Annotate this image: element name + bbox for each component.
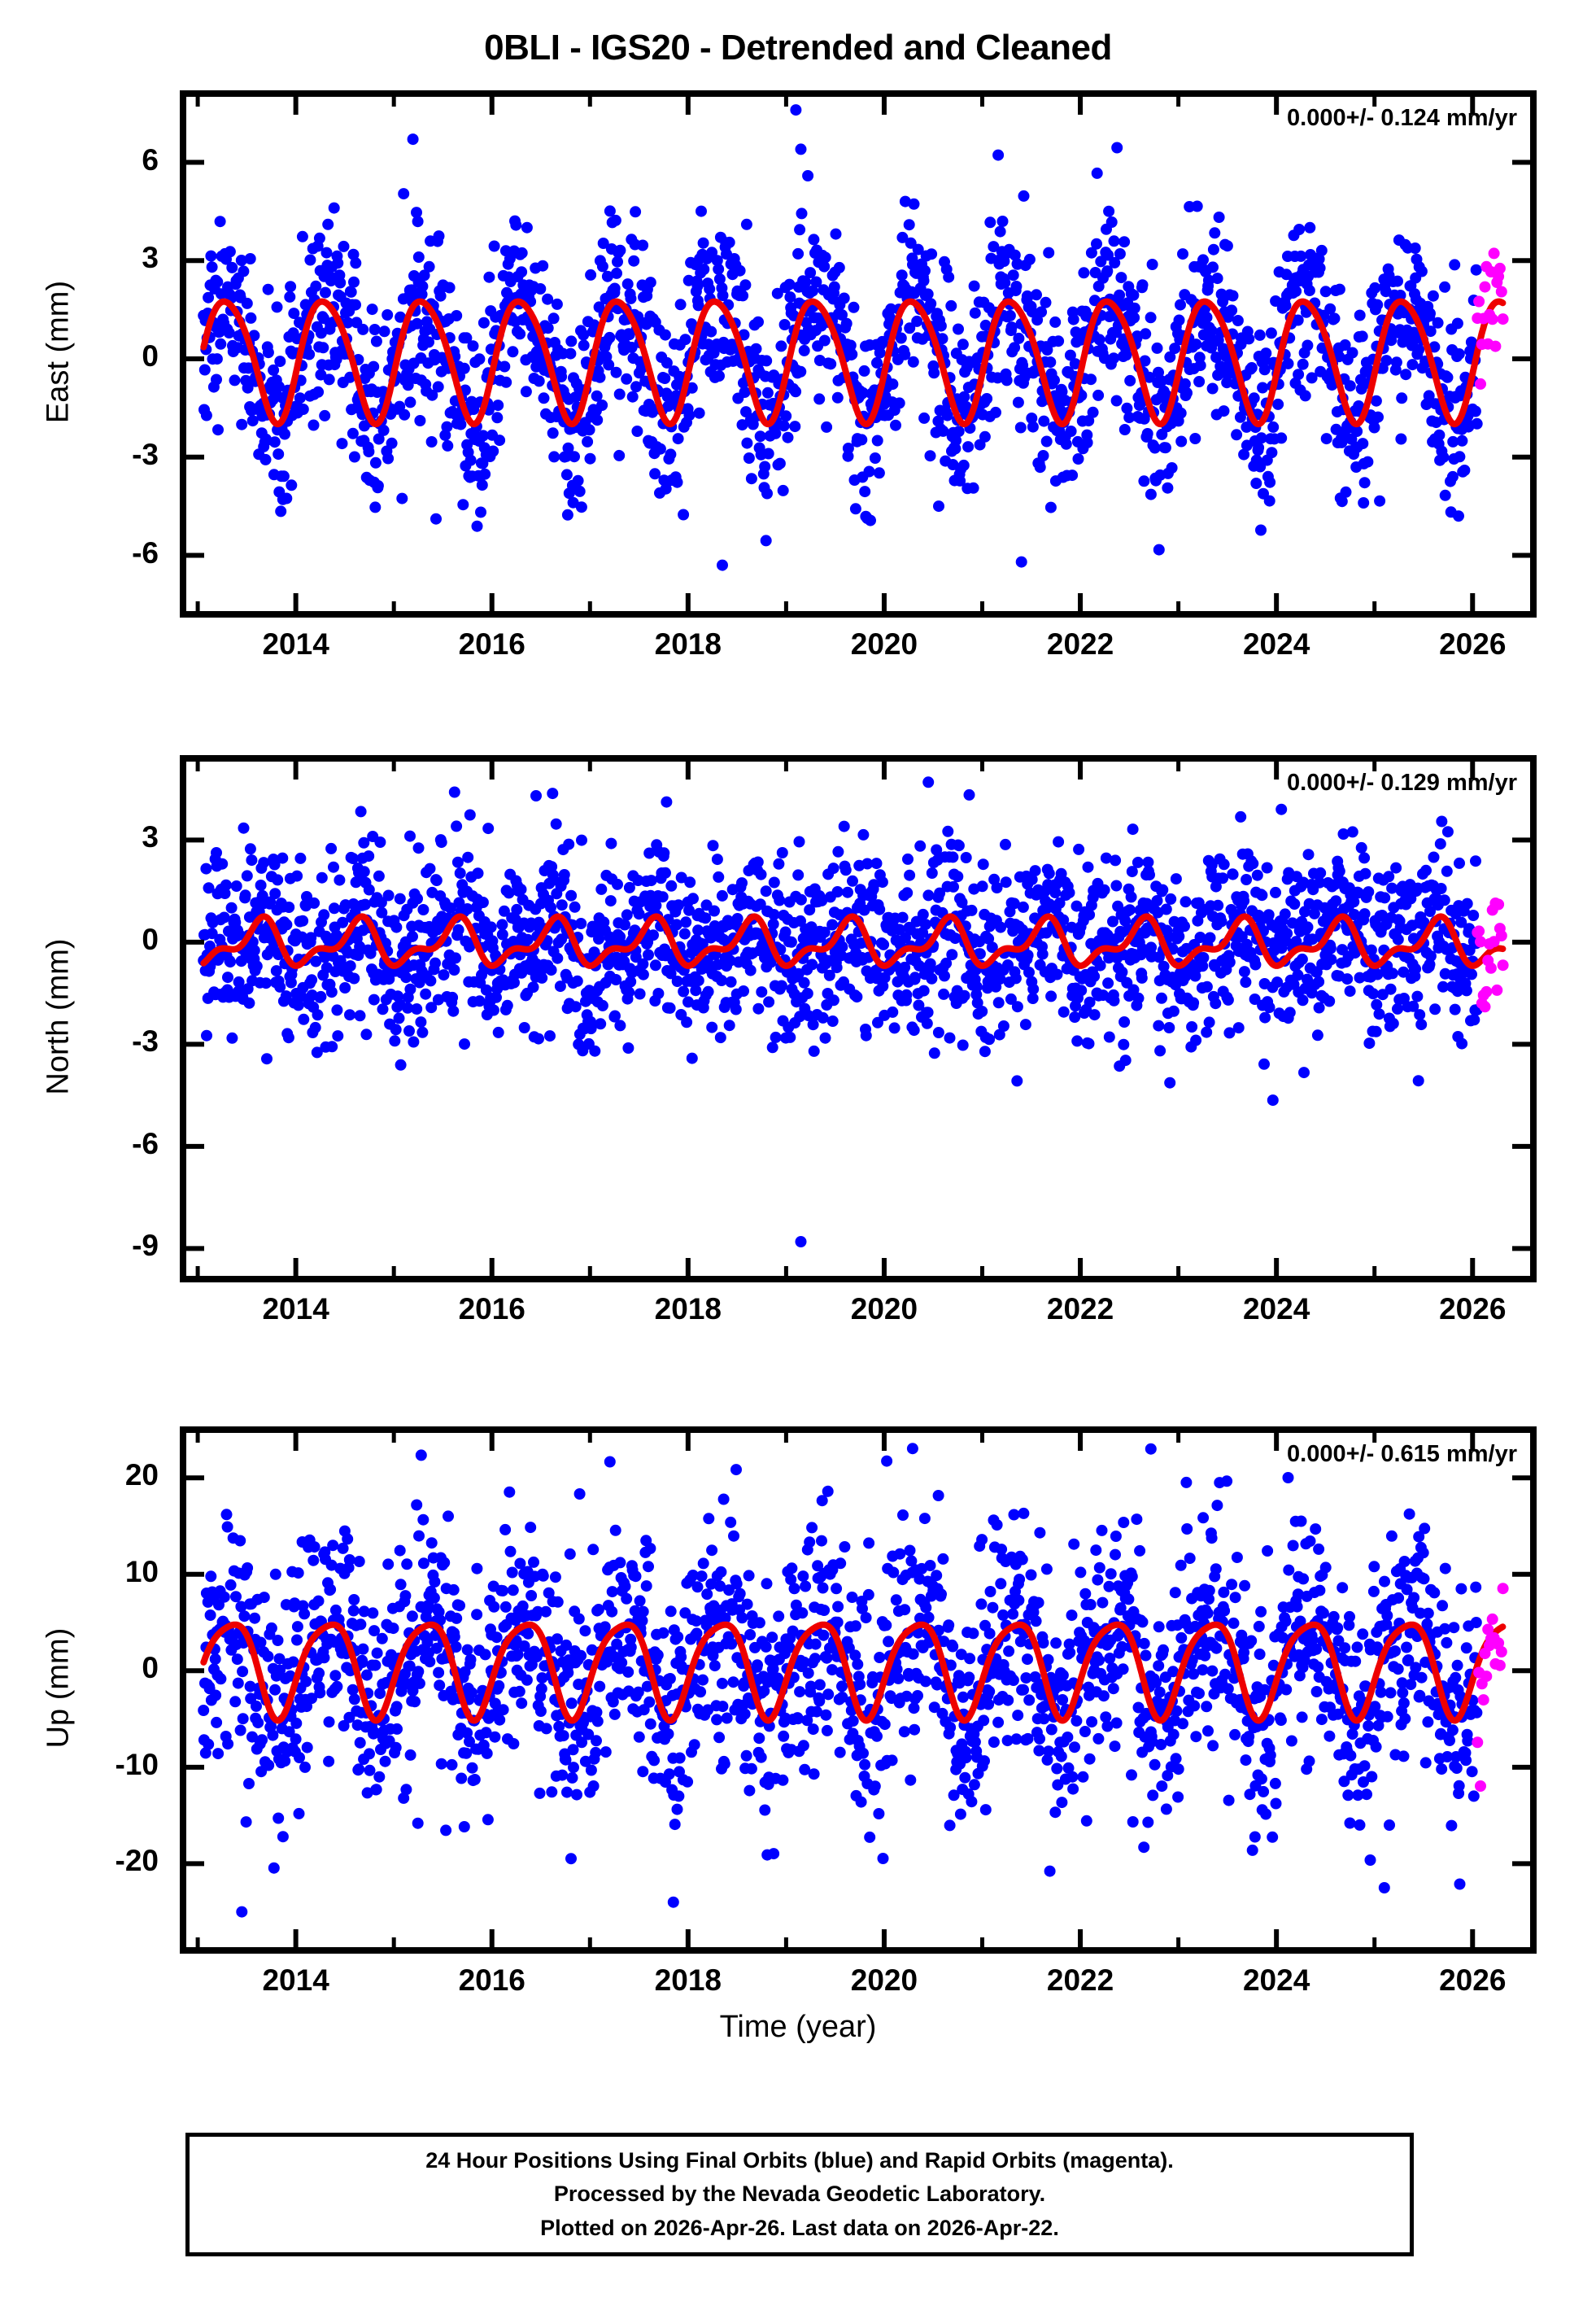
x-tick-label: 2024 (1242, 1292, 1310, 1326)
y-tick-label: -6 (132, 1126, 159, 1160)
y-tick-label: -10 (115, 1747, 159, 1781)
axis-frame-north (180, 755, 1537, 1282)
data-layer-north (198, 776, 1509, 1248)
y-axis-label-east: East (mm) (41, 280, 76, 424)
data-layer-up (198, 1443, 1509, 1918)
axis-frame-up (180, 1426, 1537, 1954)
data-layer-east (198, 104, 1509, 614)
x-tick-label: 2016 (458, 1292, 525, 1326)
x-tick-label: 2022 (1046, 1963, 1114, 1997)
final-orbits-scatter (198, 776, 1483, 1248)
x-tick-label: 2022 (1046, 1292, 1114, 1326)
y-tick-label: 0 (142, 339, 159, 373)
final-orbits-scatter (198, 1443, 1483, 1918)
x-tick-label: 2018 (654, 627, 722, 661)
x-tick-label: 2014 (262, 627, 329, 661)
caption-line-3: Plotted on 2026-Apr-26. Last data on 202… (540, 2215, 1059, 2240)
y-tick-label: 3 (142, 820, 159, 854)
rapid-orbits-scatter (1472, 1583, 1509, 1792)
page-title: 0BLI - IGS20 - Detrended and Cleaned (484, 28, 1112, 68)
y-tick-label: 20 (124, 1458, 159, 1492)
rapid-orbits-scatter (1472, 247, 1509, 390)
seasonal-model-line (200, 1621, 1507, 1724)
caption-line-1: 24 Hour Positions Using Final Orbits (bl… (425, 2148, 1174, 2173)
y-tick-label: -3 (132, 437, 159, 471)
caption-box: 24 Hour Positions Using Final Orbits (bl… (185, 2133, 1414, 2256)
y-tick-label: 6 (142, 142, 159, 177)
x-tick-label: 2022 (1046, 627, 1114, 661)
x-tick-label: 2024 (1242, 1963, 1310, 1997)
y-tick-label: -6 (132, 535, 159, 570)
y-tick-label: -20 (115, 1844, 159, 1878)
rate-annotation-up: 0.000+/- 0.615 mm/yr (1287, 1441, 1517, 1467)
x-tick-label: 2014 (262, 1963, 329, 1997)
y-tick-label: -9 (132, 1229, 159, 1263)
y-tick-label: 10 (124, 1554, 159, 1588)
seasonal-model-line (200, 298, 1507, 428)
x-tick-label: 2026 (1439, 627, 1507, 661)
x-tick-label: 2024 (1242, 627, 1310, 661)
x-axis-label: Time (year) (719, 2010, 877, 2044)
x-tick-label: 2020 (850, 1292, 918, 1326)
y-tick-label: 0 (142, 922, 159, 956)
y-tick-label: 0 (142, 1651, 159, 1685)
y-axis-label-north: North (mm) (41, 938, 76, 1095)
x-tick-label: 2018 (654, 1963, 722, 1997)
y-tick-label: -3 (132, 1024, 159, 1059)
rate-annotation-north: 0.000+/- 0.129 mm/yr (1287, 770, 1517, 796)
y-tick-label: 3 (142, 241, 159, 275)
rapid-orbits-scatter (1472, 898, 1509, 1013)
x-tick-label: 2020 (850, 627, 918, 661)
x-tick-label: 2026 (1439, 1963, 1507, 1997)
x-tick-label: 2014 (262, 1292, 329, 1326)
x-tick-label: 2016 (458, 1963, 525, 1997)
x-tick-label: 2026 (1439, 1292, 1507, 1326)
y-axis-label-up: Up (mm) (41, 1627, 76, 1749)
axis-frame-east (180, 90, 1537, 618)
caption-line-2: Processed by the Nevada Geodetic Laborat… (553, 2182, 1046, 2207)
x-tick-label: 2020 (850, 1963, 918, 1997)
final-orbits-scatter (198, 104, 1483, 614)
x-tick-label: 2016 (458, 627, 525, 661)
rate-annotation-east: 0.000+/- 0.124 mm/yr (1287, 105, 1517, 131)
seasonal-model-line (200, 913, 1507, 969)
x-tick-label: 2018 (654, 1292, 722, 1326)
